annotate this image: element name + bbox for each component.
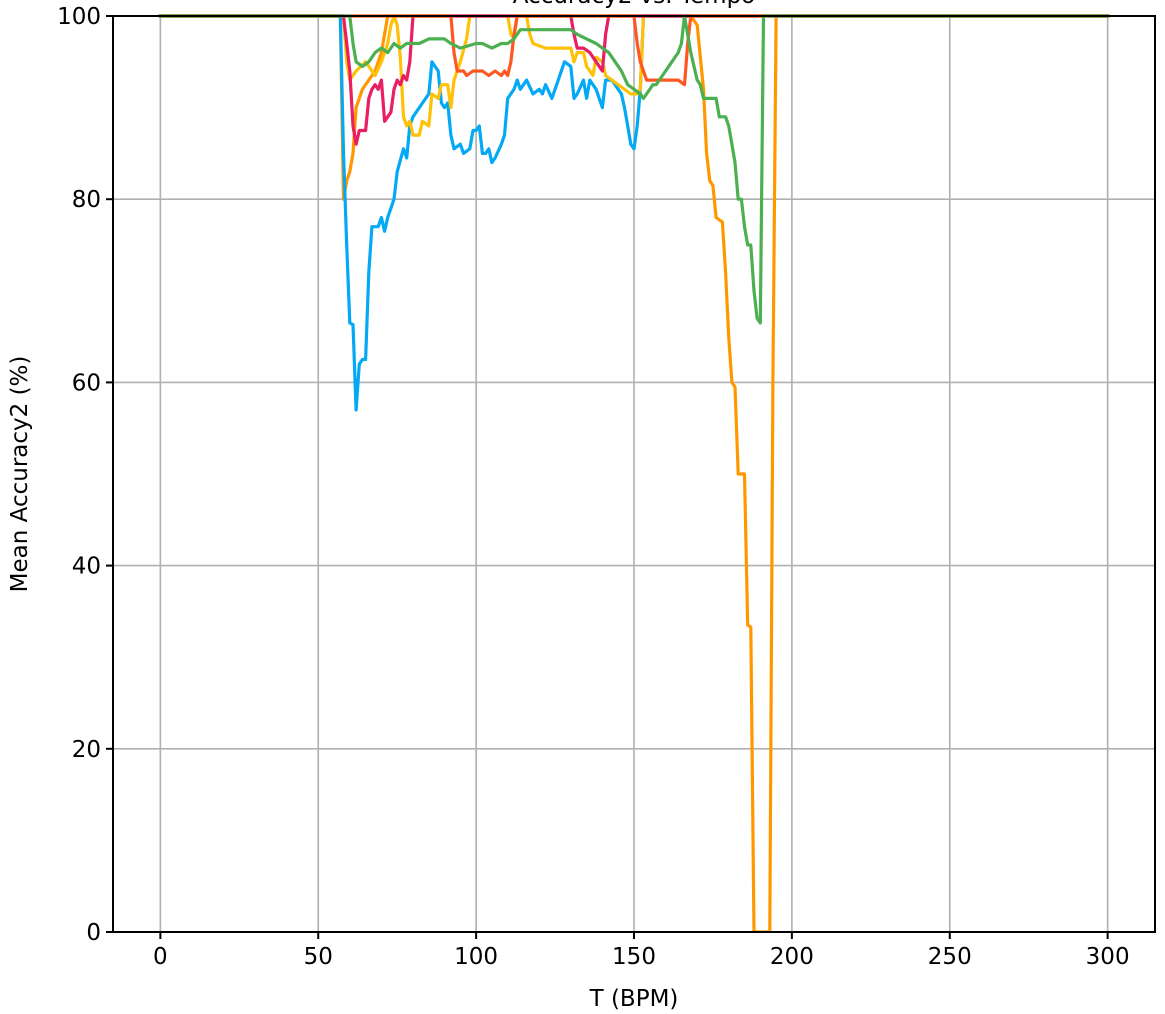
x-tick-label: 200: [770, 944, 814, 970]
y-tick-label: 40: [72, 554, 101, 580]
x-tick-label: 50: [304, 944, 333, 970]
y-tick-label: 0: [86, 920, 101, 946]
series-line-3: [158, 14, 1110, 137]
series-line-5: [158, 14, 1110, 87]
x-tick-label: 250: [928, 944, 972, 970]
x-axis-label: T (BPM): [589, 986, 679, 1012]
series-line-4: [158, 14, 1110, 146]
y-tick-label: 100: [57, 4, 101, 30]
x-tick-label: 300: [1086, 944, 1130, 970]
x-tick-label: 100: [454, 944, 498, 970]
x-tick-label: 0: [153, 944, 168, 970]
y-axis-label: Mean Accuracy2 (%): [7, 356, 33, 593]
series-line-2: [158, 14, 1110, 412]
chart-title: Accuracy2 vs. Tempo: [513, 0, 756, 9]
series-line-6: [158, 14, 1110, 325]
grid-lines: [113, 15, 1155, 933]
x-tick-label: 150: [612, 944, 656, 970]
axis-ticks: 0 50 100 150 200 250 300 0 20 40 60 80 100: [57, 4, 1129, 970]
y-tick-label: 60: [72, 370, 101, 396]
y-tick-label: 80: [72, 187, 101, 213]
y-tick-label: 20: [72, 737, 101, 763]
